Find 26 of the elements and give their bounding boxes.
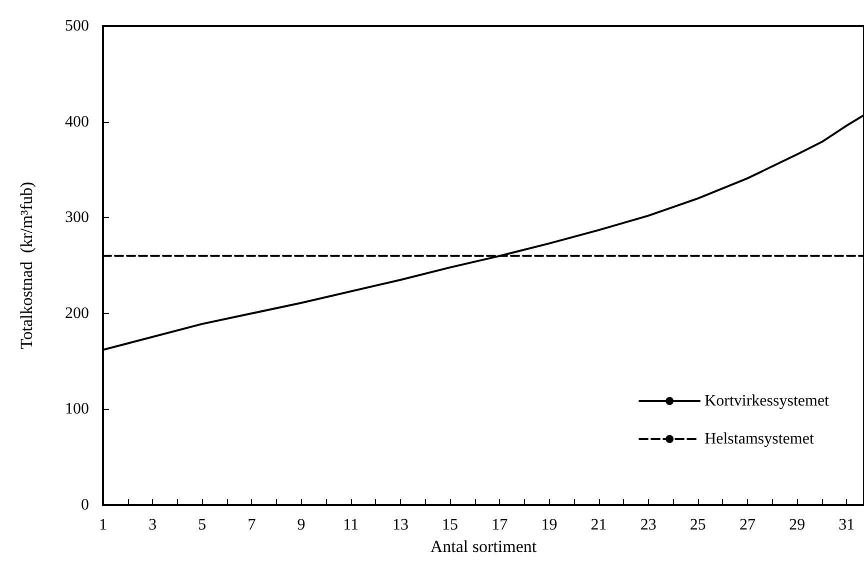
x-tick-label: 9 bbox=[297, 516, 306, 534]
x-tick-label: 7 bbox=[248, 516, 256, 534]
x-tick-label: 25 bbox=[690, 516, 706, 534]
x-tick-label: 21 bbox=[590, 516, 607, 534]
y-tick-label: 100 bbox=[65, 400, 89, 418]
x-tick-label: 19 bbox=[541, 516, 558, 534]
legend-label: Kortvirkessystemet bbox=[704, 392, 830, 410]
x-tick-label: 5 bbox=[198, 516, 206, 534]
x-tick-label: 27 bbox=[739, 516, 756, 534]
y-tick-label: 400 bbox=[65, 113, 89, 130]
x-tick-label: 17 bbox=[492, 516, 508, 534]
x-tick-label: 31 bbox=[838, 516, 855, 534]
y-tick-label: 300 bbox=[65, 209, 89, 226]
x-tick-label: 29 bbox=[789, 516, 806, 534]
y-tick-label: 0 bbox=[81, 496, 89, 514]
legend-label: Helstamsystemet bbox=[704, 430, 814, 448]
y-axis-title: Totalkostnad (kr/m³fub) bbox=[17, 182, 36, 350]
x-tick-label: 13 bbox=[392, 516, 408, 534]
x-axis-title: Antal sortiment bbox=[430, 536, 537, 556]
x-tick-label: 23 bbox=[640, 516, 656, 534]
x-tick-label: 3 bbox=[148, 516, 157, 534]
y-tick-label: 200 bbox=[65, 304, 89, 322]
x-tick-label: 11 bbox=[343, 516, 359, 534]
y-tick-label: 500 bbox=[65, 18, 89, 34]
x-tick-label: 15 bbox=[442, 516, 458, 534]
x-tick-label: 1 bbox=[99, 516, 107, 534]
